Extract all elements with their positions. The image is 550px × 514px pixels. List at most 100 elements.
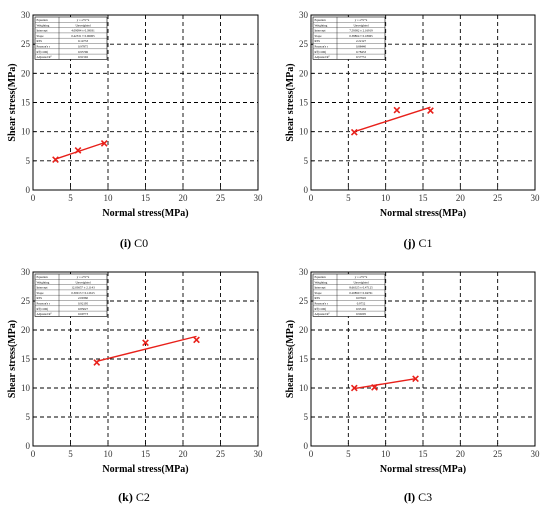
stats-label: Adjusted R² xyxy=(315,55,330,59)
data-point xyxy=(412,375,419,383)
x-tick-label: 0 xyxy=(309,193,314,203)
caption-letter: (l) xyxy=(404,490,415,504)
stats-table: Equation y = a+b*x Weighting Unweighted Inte… xyxy=(312,273,386,317)
y-tick-label: 5 xyxy=(304,412,309,422)
stats-value: 0.78433 xyxy=(356,50,367,54)
y-tick-label: 20 xyxy=(21,325,31,335)
panel-caption: (k) C2 xyxy=(118,490,150,504)
stats-table: Equation y = a+b*x Weighting Unweighted Inte… xyxy=(312,16,386,60)
x-tick-label: 25 xyxy=(216,449,226,459)
stats-value: 0.95102 xyxy=(356,307,367,311)
stats-label: Intercept xyxy=(315,29,326,33)
stats-label: Weighting xyxy=(37,23,50,27)
stats-label: R²(COD) xyxy=(37,307,49,311)
x-tick-label: 10 xyxy=(381,449,391,459)
stats-label: Pearson's r xyxy=(37,45,50,49)
x-tick-label: 5 xyxy=(68,193,73,203)
chart-panel-1: 0 5 10 15 20 25 30 0 5 10 15 20 25 30 Normal stress(MP… xyxy=(7,10,263,250)
y-tick-label: 30 xyxy=(21,10,31,20)
stats-label: Adjusted R² xyxy=(37,312,52,316)
y-tick-label: 15 xyxy=(299,354,309,364)
data-point-stroke xyxy=(193,336,200,344)
y-tick-label: 10 xyxy=(299,383,309,393)
data-point-stroke xyxy=(371,384,378,391)
data-point-stroke xyxy=(74,146,82,154)
x-tick-label: 10 xyxy=(381,193,391,203)
stats-label: Weighting xyxy=(315,280,328,284)
stats-value: y = a+b*x xyxy=(77,18,90,22)
data-point xyxy=(350,384,358,392)
y-tick-label: 0 xyxy=(304,185,309,195)
y-tick-label: 10 xyxy=(299,127,309,137)
y-tick-label: 5 xyxy=(26,156,31,166)
y-tick-label: 25 xyxy=(21,296,31,306)
stats-label: Equation xyxy=(37,275,49,279)
stats-label: Weighting xyxy=(37,280,50,284)
x-tick-label: 5 xyxy=(346,193,351,203)
stats-label: RSS xyxy=(315,39,321,43)
stats-value: 0.88440 xyxy=(356,45,367,49)
data-point-stroke xyxy=(427,107,434,115)
stats-label: RSS xyxy=(37,296,43,300)
stats-value: 0.07645 xyxy=(356,296,367,300)
stats-label: Intercept xyxy=(37,286,48,290)
stats-label: Intercept xyxy=(37,29,48,33)
y-axis-title: Shear stress(MPa) xyxy=(7,320,18,398)
stats-label: Equation xyxy=(315,275,327,279)
x-tick-label: 30 xyxy=(531,193,541,203)
data-point-stroke xyxy=(350,128,358,136)
fit-line xyxy=(55,142,105,160)
x-tick-label: 10 xyxy=(104,449,114,459)
stats-value: 0.91592 xyxy=(78,55,89,59)
data-point xyxy=(393,106,401,114)
caption-name: C2 xyxy=(133,490,150,504)
fit-line xyxy=(354,106,431,133)
stats-value: 0.92195 xyxy=(78,302,89,306)
data-point-stroke xyxy=(350,384,358,392)
y-tick-label: 5 xyxy=(304,156,309,166)
x-tick-label: 25 xyxy=(216,193,226,203)
stats-value: 0.14733 xyxy=(78,39,89,43)
y-axis-title: Shear stress(MPa) xyxy=(285,320,296,398)
chart-panel-3: 0 5 10 15 20 25 30 0 5 10 15 20 25 30 Normal stress(MP… xyxy=(7,267,263,504)
y-tick-label: 30 xyxy=(299,267,309,277)
x-axis-title: Normal stress(MPa) xyxy=(380,464,466,475)
x-axis-title: Normal stress(MPa) xyxy=(380,208,466,219)
y-tick-label: 5 xyxy=(26,412,31,422)
y-tick-label: 25 xyxy=(21,39,31,49)
stats-label: RSS xyxy=(315,296,321,300)
data-point-stroke xyxy=(100,139,108,147)
data-point xyxy=(193,336,200,344)
stats-label: Pearson's r xyxy=(315,302,328,306)
stats-value: 0.30013 ± 0.12615 xyxy=(71,291,95,295)
stats-label: R²(COD) xyxy=(315,50,327,54)
caption-letter: (j) xyxy=(403,236,415,250)
stats-label: Slope xyxy=(315,34,323,38)
x-tick-label: 0 xyxy=(31,449,36,459)
x-axis-title: Normal stress(MPa) xyxy=(102,208,188,219)
stats-label: Equation xyxy=(37,18,49,22)
y-tick-label: 20 xyxy=(21,68,31,78)
stats-value: 0.95796 xyxy=(78,50,89,54)
stats-value: 0.42531 ± 0.06005 xyxy=(71,34,95,38)
stats-label: RSS xyxy=(37,39,43,43)
stats-label: Pearson's r xyxy=(315,45,328,49)
x-tick-label: 30 xyxy=(254,193,264,203)
x-tick-label: 5 xyxy=(346,449,351,459)
stats-label: Slope xyxy=(315,291,323,295)
data-point xyxy=(427,107,434,115)
stats-label: Adjusted R² xyxy=(315,312,330,316)
stats-value: 0.85027 xyxy=(78,307,89,311)
stats-value: 12.03657 ± 2.1143 xyxy=(71,286,95,290)
data-point xyxy=(52,156,59,164)
x-tick-label: 0 xyxy=(31,193,36,203)
stats-value: 0.38864 ± 0.18965 xyxy=(349,34,373,38)
x-tick-label: 25 xyxy=(493,449,503,459)
x-tick-label: 15 xyxy=(419,449,429,459)
stats-label: R²(COD) xyxy=(315,307,327,311)
x-tick-label: 10 xyxy=(104,193,114,203)
y-tick-label: 0 xyxy=(26,185,31,195)
caption-name: C1 xyxy=(415,236,432,250)
y-tick-label: 0 xyxy=(304,441,309,451)
